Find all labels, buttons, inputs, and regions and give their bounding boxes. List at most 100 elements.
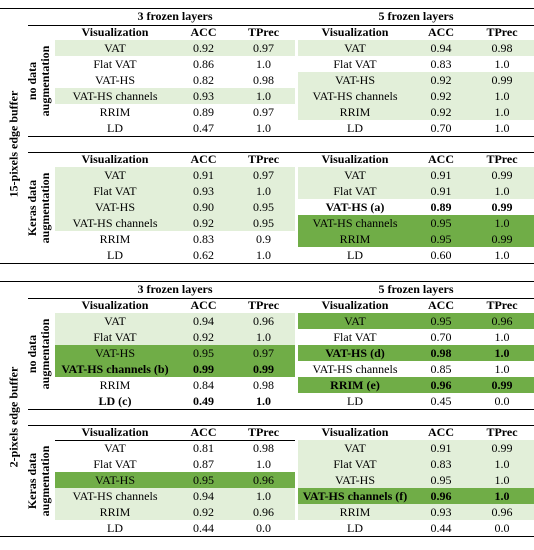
table-cell: 0.95 xyxy=(232,199,295,215)
table-cell: 1.0 xyxy=(256,57,271,71)
table-cell: 0.94 xyxy=(175,488,232,504)
table-cell: VAT-HS xyxy=(55,345,175,361)
table-cell: 0.95 xyxy=(412,231,470,247)
table-cell: 0.91 xyxy=(412,183,470,199)
table-cell: VAT-HS xyxy=(94,73,136,87)
table-cell: Flat VAT xyxy=(55,183,175,199)
table-cell: 0.94 xyxy=(175,313,232,329)
table-cell: 0.45 xyxy=(430,394,452,408)
table-cell: 0.44 xyxy=(193,521,214,535)
header-cell: TPrec xyxy=(486,152,518,166)
table-cell: 0.89 xyxy=(430,200,452,214)
header-cell: Visualization xyxy=(321,25,389,39)
table-cell: RRIM xyxy=(99,378,131,392)
table-cell: 0.91 xyxy=(412,167,470,183)
table-cell: 1.0 xyxy=(256,121,271,135)
table-cell: 1.0 xyxy=(494,57,510,71)
header-cell: ACC xyxy=(428,298,454,312)
table-cell: VAT-HS xyxy=(298,472,412,488)
table-cell: 0.93 xyxy=(175,88,232,104)
rule xyxy=(28,25,534,26)
header-cell: TPrec xyxy=(247,298,280,312)
table-cell: 0.95 xyxy=(175,472,232,488)
rule xyxy=(28,152,534,153)
table-cell: VAT xyxy=(298,313,412,329)
table-cell: 1.0 xyxy=(256,248,271,262)
table-cell: 1.0 xyxy=(232,329,295,345)
table-cell: VAT xyxy=(298,167,412,183)
table-cell: 0.97 xyxy=(253,105,274,119)
table-cell: 0.89 xyxy=(193,105,214,119)
table-cell: 1.0 xyxy=(470,488,534,504)
table-cell: VAT-HS channels xyxy=(55,488,175,504)
table-cell: VAT-HS channels xyxy=(298,215,412,231)
table-cell: 0.99 xyxy=(470,377,534,393)
table-cell: 1.0 xyxy=(470,456,534,472)
table-cell: VAT-HS channels xyxy=(55,88,175,104)
table-cell: VAT xyxy=(55,167,175,183)
table-cell: LD xyxy=(347,121,363,135)
table-cell: 0.85 xyxy=(430,362,452,376)
table-cell: VAT xyxy=(104,441,126,455)
table-cell: 1.0 xyxy=(232,183,295,199)
table-cell: 0.84 xyxy=(193,378,214,392)
table-cell: 0.90 xyxy=(175,199,232,215)
table-cell: LD (c) xyxy=(98,394,132,408)
table-cell: VAT-HS xyxy=(298,72,412,88)
header-cell: ACC xyxy=(428,152,454,166)
header-cell: ACC xyxy=(190,425,217,439)
rule xyxy=(55,440,295,441)
table-cell: LD xyxy=(347,521,363,535)
header-cell: Visualization xyxy=(81,152,149,166)
table-cell: 0.95 xyxy=(232,215,295,231)
table-cell: 0.0 xyxy=(494,394,510,408)
table-cell: 1.0 xyxy=(232,488,295,504)
table-cell: 0.93 xyxy=(175,183,232,199)
table-cell: 0.99 xyxy=(470,440,534,456)
table-cell: Flat VAT xyxy=(298,183,412,199)
table-cell: RRIM xyxy=(99,105,131,119)
table-cell: 1.0 xyxy=(494,121,510,135)
table-cell: LD xyxy=(347,394,363,408)
table-cell: 0.98 xyxy=(412,345,470,361)
table-cell: RRIM xyxy=(298,231,412,247)
table-cell: 0.98 xyxy=(253,73,274,87)
header-cell: ACC xyxy=(428,425,454,439)
header-cell: TPrec xyxy=(247,152,280,166)
table-cell: VAT xyxy=(55,40,175,56)
column-title: 5 frozen layers xyxy=(378,282,454,296)
table-cell: 0.91 xyxy=(175,167,232,183)
table-cell: VAT-HS channels (b) xyxy=(55,361,175,377)
table-cell: 1.0 xyxy=(470,215,534,231)
table-cell: Flat VAT xyxy=(333,57,377,71)
table-cell: 0.99 xyxy=(232,361,295,377)
header-cell: Visualization xyxy=(321,298,389,312)
table-cell: VAT-HS channels xyxy=(312,362,398,376)
table-cell: 0.96 xyxy=(470,504,534,520)
table-cell: 0.99 xyxy=(491,200,513,214)
rule xyxy=(0,8,534,9)
table-cell: 0.97 xyxy=(232,40,295,56)
table-cell: 0.83 xyxy=(193,232,214,246)
table-cell: Flat VAT xyxy=(333,330,377,344)
table-cell: 0.47 xyxy=(193,121,214,135)
header-cell: TPrec xyxy=(486,298,518,312)
header-cell: TPrec xyxy=(247,425,280,439)
table-cell: RRIM xyxy=(55,504,175,520)
table-cell: VAT-HS (d) xyxy=(298,345,412,361)
table-cell: 0.92 xyxy=(175,504,232,520)
table-cell: 0.83 xyxy=(412,456,470,472)
table-cell: 0.62 xyxy=(193,248,214,262)
table-cell: LD xyxy=(347,248,363,262)
table-cell: 0.83 xyxy=(430,57,452,71)
table-cell: VAT xyxy=(298,40,412,56)
table-cell: 0.92 xyxy=(175,40,232,56)
rule xyxy=(28,136,534,137)
table-cell: 0.92 xyxy=(412,104,470,120)
table-cell: Flat VAT xyxy=(298,456,412,472)
table-cell: 0.49 xyxy=(193,394,214,408)
table-cell: VAT-HS channels xyxy=(55,215,175,231)
table-cell: 0.99 xyxy=(470,231,534,247)
table-cell: 0.94 xyxy=(412,40,470,56)
